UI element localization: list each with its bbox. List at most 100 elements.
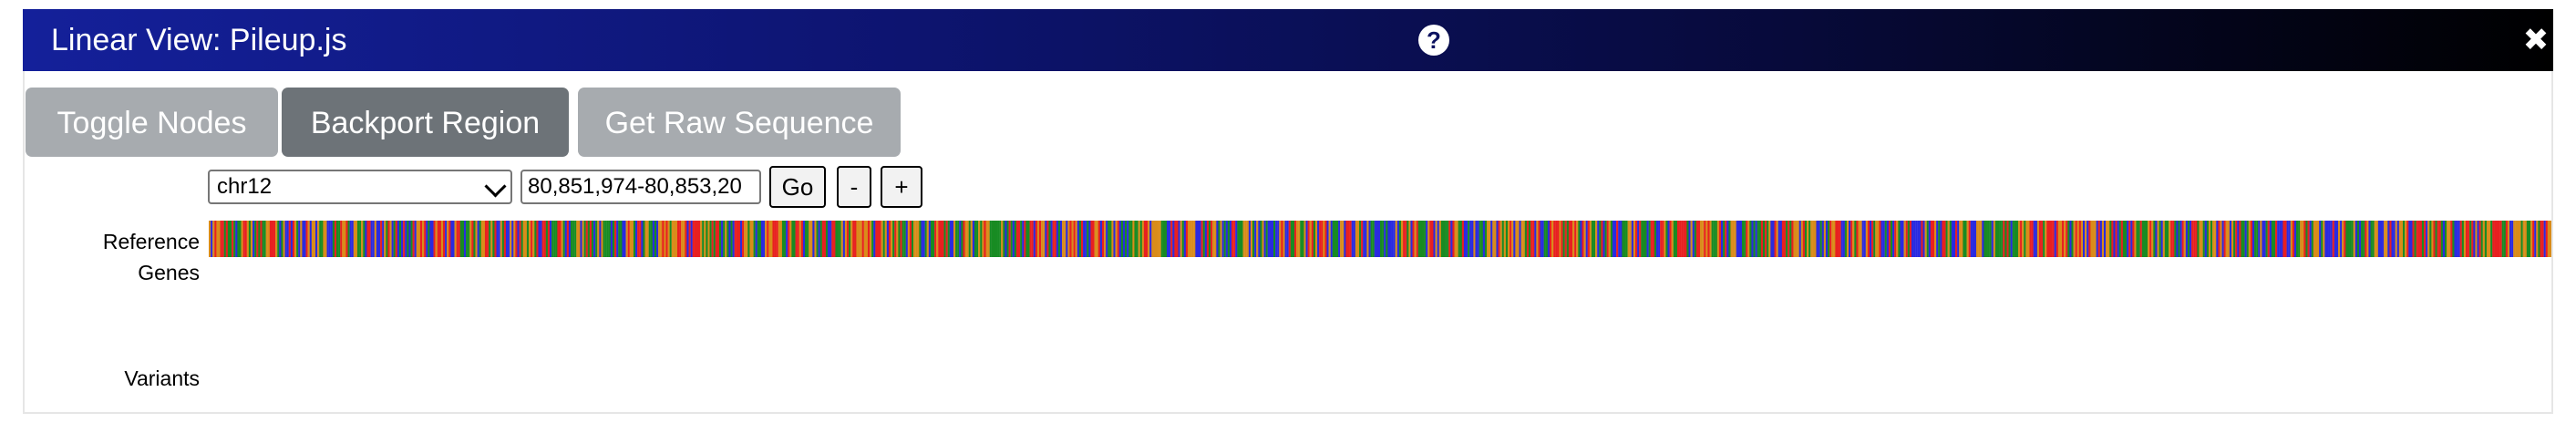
- base-stripe: [1547, 221, 1551, 257]
- base-stripe: [1405, 221, 1407, 257]
- base-stripe: [585, 221, 588, 257]
- base-stripe: [591, 221, 594, 257]
- chromosome-select[interactable]: chr12: [208, 170, 512, 204]
- base-stripe: [1725, 221, 1727, 257]
- base-stripe: [2096, 221, 2098, 257]
- base-stripe: [438, 221, 442, 257]
- base-stripe: [2187, 221, 2190, 257]
- base-stripe: [1006, 221, 1009, 257]
- base-stripe: [1033, 221, 1036, 257]
- base-stripe: [662, 221, 665, 257]
- base-stripe: [2475, 221, 2478, 257]
- zoom-in-button[interactable]: +: [881, 166, 922, 208]
- base-stripe: [1010, 221, 1013, 257]
- base-stripe: [1749, 221, 1752, 257]
- base-stripe: [2524, 221, 2527, 257]
- base-stripe: [913, 221, 916, 257]
- base-stripe: [1445, 221, 1448, 257]
- region-input[interactable]: 80,851,974-80,853,20: [520, 170, 761, 204]
- base-stripe: [1321, 221, 1324, 257]
- base-stripe: [612, 221, 615, 257]
- base-stripe: [2351, 221, 2354, 257]
- base-stripe: [1679, 221, 1682, 257]
- zoom-out-button[interactable]: -: [837, 166, 871, 208]
- get-raw-sequence-button[interactable]: Get Raw Sequence: [578, 88, 901, 157]
- go-button[interactable]: Go: [769, 166, 826, 208]
- base-stripe: [737, 221, 741, 257]
- base-stripe: [1463, 221, 1467, 257]
- base-stripe: [557, 221, 560, 257]
- base-stripe: [1772, 221, 1775, 257]
- base-stripe: [894, 221, 897, 257]
- base-stripe: [1338, 221, 1341, 257]
- base-stripe: [1599, 221, 1602, 257]
- base-stripe: [1118, 221, 1121, 257]
- toggle-nodes-button[interactable]: Toggle Nodes: [26, 88, 278, 157]
- base-stripe: [700, 221, 703, 257]
- base-stripe: [1258, 221, 1261, 257]
- base-stripe: [1896, 221, 1899, 257]
- base-stripe: [1480, 221, 1483, 257]
- base-stripe: [1501, 221, 1504, 257]
- base-stripe: [2265, 221, 2268, 257]
- base-stripe: [1038, 221, 1042, 257]
- base-stripe: [667, 221, 670, 257]
- base-stripe: [305, 221, 308, 257]
- base-stripe: [347, 221, 350, 257]
- base-stripe: [1877, 221, 1880, 257]
- base-stripe: [2117, 221, 2119, 257]
- base-stripe: [839, 221, 841, 257]
- base-stripe: [526, 221, 530, 257]
- base-stripe: [2448, 221, 2451, 257]
- base-stripe: [484, 221, 488, 257]
- base-stripe: [1957, 221, 1960, 257]
- base-stripe: [463, 221, 467, 257]
- help-icon[interactable]: ?: [1418, 25, 1449, 56]
- base-stripe: [2085, 221, 2087, 257]
- base-stripe: [1536, 221, 1539, 257]
- base-stripe: [529, 221, 531, 257]
- close-icon[interactable]: ✖: [2522, 23, 2550, 57]
- base-stripe: [534, 221, 537, 257]
- base-stripe: [1370, 221, 1373, 257]
- base-stripe: [1218, 221, 1221, 257]
- base-stripe: [2342, 221, 2344, 257]
- base-stripe: [1871, 221, 1874, 257]
- base-stripe: [2235, 221, 2238, 257]
- base-stripe: [1880, 221, 1883, 257]
- base-stripe: [233, 221, 236, 257]
- base-stripe: [1313, 221, 1316, 257]
- base-stripe: [353, 221, 356, 257]
- base-stripe: [994, 221, 998, 257]
- base-stripe: [658, 221, 661, 257]
- base-stripe: [1985, 221, 1988, 257]
- base-stripe: [2396, 221, 2399, 257]
- base-stripe: [580, 221, 582, 257]
- base-stripe: [2513, 221, 2516, 257]
- base-stripe: [1713, 221, 1716, 257]
- base-stripe: [294, 221, 297, 257]
- base-stripe: [1589, 221, 1592, 257]
- base-stripe: [681, 221, 684, 257]
- base-stripe: [849, 221, 851, 257]
- base-stripe: [328, 221, 331, 257]
- base-stripe: [475, 221, 478, 257]
- base-stripe: [934, 221, 937, 257]
- base-stripe: [1469, 221, 1472, 257]
- base-stripe: [819, 221, 822, 257]
- base-stripe: [2507, 221, 2510, 257]
- backport-region-button[interactable]: Backport Region: [282, 88, 569, 157]
- base-stripe: [2076, 221, 2079, 257]
- base-stripe: [860, 221, 862, 257]
- base-stripe: [1776, 221, 1778, 257]
- base-stripe: [1777, 221, 1780, 257]
- base-stripe: [664, 221, 666, 257]
- base-stripe: [942, 221, 944, 257]
- base-stripe: [2130, 221, 2133, 257]
- base-stripe: [398, 221, 402, 257]
- base-stripe: [1580, 221, 1582, 257]
- base-stripe: [1858, 221, 1860, 257]
- base-stripe: [1162, 221, 1166, 257]
- base-stripe: [448, 221, 451, 257]
- base-stripe: [1267, 221, 1270, 257]
